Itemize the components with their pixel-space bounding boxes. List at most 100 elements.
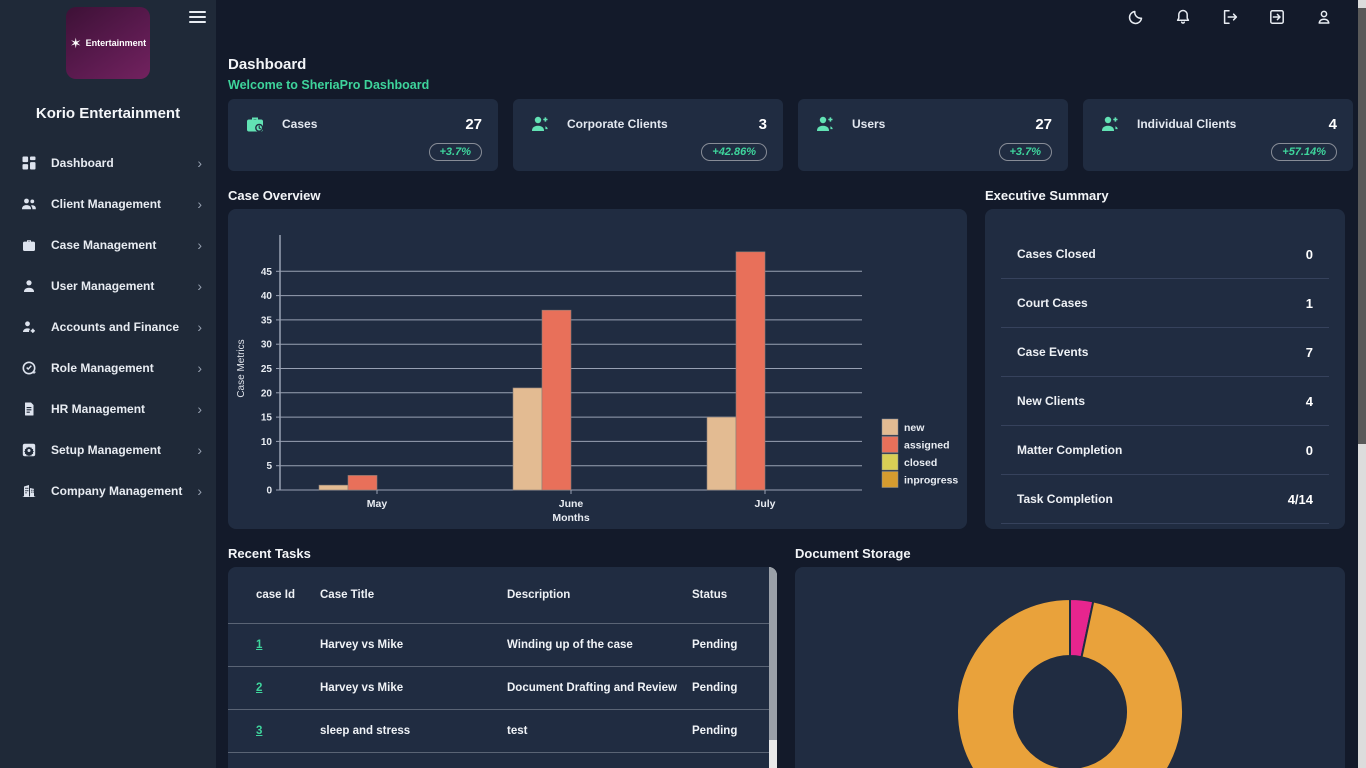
chevron-right-icon: › <box>197 277 202 294</box>
stat-value: 3 <box>758 115 767 133</box>
column-header-case-title: Case Title <box>320 567 507 624</box>
chevron-right-icon: › <box>197 359 202 376</box>
sidebar-item-case-management[interactable]: Case Management › <box>0 224 216 265</box>
sidebar-item-label: Company Management <box>51 483 183 498</box>
sidebar-item-hr-management[interactable]: HR Management › <box>0 388 216 429</box>
recent-tasks-card: case Id Case Title Description Status 1 … <box>228 567 777 768</box>
column-header-case-id: case Id <box>228 567 320 624</box>
sidebar-item-user-management[interactable]: User Management › <box>0 265 216 306</box>
executive-summary-card: Cases Closed 0 Court Cases 1 Case Events… <box>985 209 1345 529</box>
briefcase-clock-icon <box>244 112 268 136</box>
page-scrollbar-thumb[interactable] <box>1358 8 1366 444</box>
case-overview-card: 0 5 10 15 20 25 30 35 40 45 May June July Months Case … <box>228 209 967 529</box>
sidebar-item-label: Setup Management <box>51 442 162 457</box>
svg-text:35: 35 <box>261 315 273 326</box>
svg-text:25: 25 <box>261 364 273 375</box>
check-circle-plus-icon <box>20 359 38 377</box>
svg-text:Months: Months <box>552 512 589 524</box>
sidebar-item-company-management[interactable]: Company Management › <box>0 470 216 511</box>
stat-card-cases: Cases 27 +3.7% <box>228 99 498 171</box>
sidebar-item-accounts-finance[interactable]: Accounts and Finance › <box>0 306 216 347</box>
sidebar-item-label: Role Management <box>51 360 154 375</box>
chevron-right-icon: › <box>197 236 202 253</box>
section-title-case-overview: Case Overview <box>228 188 321 203</box>
logo-text: Entertainment <box>85 38 147 48</box>
svg-text:45: 45 <box>261 267 273 278</box>
section-title-document-storage: Document Storage <box>795 546 911 561</box>
exec-row-court-cases: Court Cases 1 <box>1001 279 1329 328</box>
table-header-row: case Id Case Title Description Status <box>228 567 777 624</box>
svg-text:Case Metrics: Case Metrics <box>236 339 247 397</box>
status-badge: Pending <box>692 709 777 753</box>
people-icon <box>20 195 38 213</box>
svg-text:closed: closed <box>904 457 937 469</box>
case-id-link[interactable]: 3 <box>256 724 263 737</box>
sidebar-item-setup-management[interactable]: Setup Management › <box>0 429 216 470</box>
exec-row-matter-completion: Matter Completion 0 <box>1001 426 1329 475</box>
chevron-right-icon: › <box>197 400 202 417</box>
chevron-right-icon: › <box>197 318 202 335</box>
svg-text:June: June <box>559 498 584 510</box>
sidebar-item-label: Accounts and Finance <box>51 319 180 334</box>
notifications-icon[interactable] <box>1173 7 1193 27</box>
page-scrollbar-track[interactable] <box>1358 0 1366 768</box>
svg-text:new: new <box>904 422 925 434</box>
exec-row-new-clients: New Clients 4 <box>1001 377 1329 426</box>
case-id-link[interactable]: 1 <box>256 638 263 651</box>
stat-change-badge: +57.14% <box>1271 143 1337 161</box>
svg-text:inprogress: inprogress <box>904 475 958 487</box>
stat-label: Users <box>852 117 886 131</box>
case-title-cell: Harvey vs Mike <box>320 666 507 710</box>
sidebar-item-label: User Management <box>51 278 155 293</box>
stat-value: 27 <box>465 115 482 133</box>
sidebar-nav: Dashboard › Client Management › Case Man… <box>0 142 216 511</box>
table-row: 3 sleep and stress test Pending <box>228 709 777 753</box>
profile-icon[interactable] <box>1314 7 1334 27</box>
page-title: Dashboard <box>228 56 307 73</box>
stat-value: 27 <box>1035 115 1052 133</box>
svg-text:20: 20 <box>261 388 273 399</box>
chevron-right-icon: › <box>197 154 202 171</box>
document-icon <box>20 400 38 418</box>
building-icon <box>20 482 38 500</box>
logout-icon[interactable] <box>1220 7 1240 27</box>
stat-change-badge: +3.7% <box>428 143 482 161</box>
tasks-scrollbar-track[interactable] <box>769 567 777 768</box>
table-row: 1 Harvey vs Mike Winding up of the case … <box>228 623 777 667</box>
case-title-cell: sleep and stress <box>320 709 507 753</box>
svg-text:40: 40 <box>261 291 273 302</box>
column-header-status: Status <box>692 567 777 624</box>
svg-text:15: 15 <box>261 413 273 424</box>
sidebar-item-label: Dashboard <box>51 155 114 170</box>
stat-card-users: Users 27 +3.7% <box>798 99 1068 171</box>
sidebar-item-client-management[interactable]: Client Management › <box>0 183 216 224</box>
sidebar-item-label: Client Management <box>51 196 162 211</box>
login-icon[interactable] <box>1267 7 1287 27</box>
user-gear-icon <box>20 318 38 336</box>
user-plus-icon <box>529 112 553 136</box>
star-icon: ✶ <box>69 34 82 51</box>
executive-summary-list: Cases Closed 0 Court Cases 1 Case Events… <box>985 209 1345 524</box>
svg-text:July: July <box>754 498 775 510</box>
stat-label: Cases <box>282 117 318 131</box>
document-storage-donut-chart <box>795 567 1345 768</box>
case-id-link[interactable]: 2 <box>256 681 263 694</box>
section-title-recent-tasks: Recent Tasks <box>228 546 311 561</box>
dark-mode-icon[interactable] <box>1126 7 1146 27</box>
case-overview-bar-chart: 0 5 10 15 20 25 30 35 40 45 May June July Months Case … <box>228 209 967 529</box>
sidebar-item-role-management[interactable]: Role Management › <box>0 347 216 388</box>
svg-text:0: 0 <box>266 486 272 497</box>
stat-cards-row: Cases 27 +3.7% Corporate Clients 3 +42.8… <box>228 99 1353 171</box>
description-cell: Winding up of the case <box>507 623 692 667</box>
section-title-executive-summary: Executive Summary <box>985 188 1109 203</box>
chevron-right-icon: › <box>197 441 202 458</box>
sidebar-item-dashboard[interactable]: Dashboard › <box>0 142 216 183</box>
main-area: Dashboard Welcome to SheriaPro Dashboard… <box>216 0 1366 768</box>
svg-text:5: 5 <box>266 461 272 472</box>
tasks-scrollbar-thumb[interactable] <box>769 567 777 740</box>
page-subtitle: Welcome to SheriaPro Dashboard <box>228 78 430 92</box>
svg-text:30: 30 <box>261 340 273 351</box>
menu-toggle-button[interactable] <box>187 6 208 28</box>
description-cell: test <box>507 709 692 753</box>
